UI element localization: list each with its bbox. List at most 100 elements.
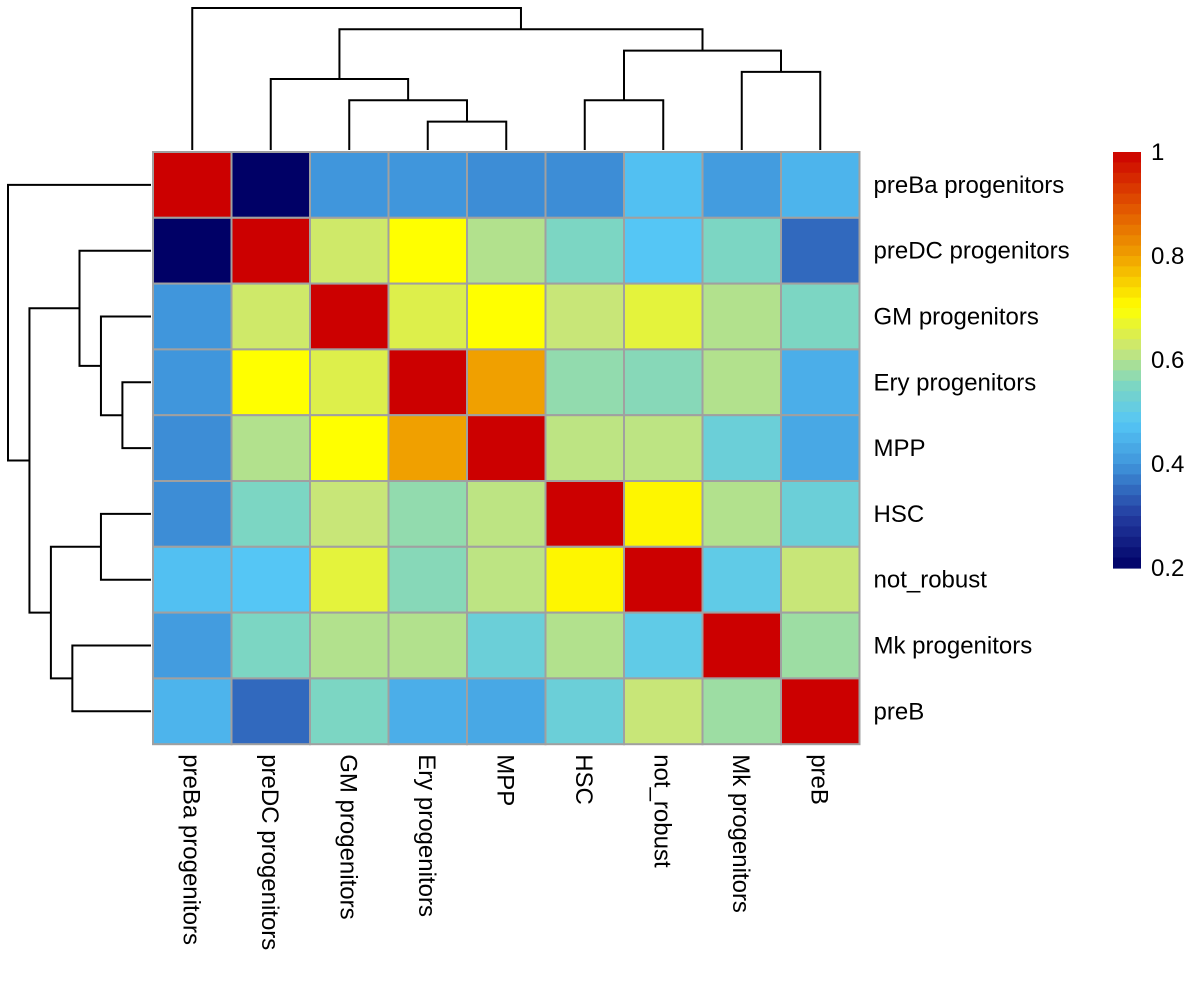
heatmap-cell (780, 216, 861, 285)
legend-swatch (1113, 453, 1141, 465)
legend-swatch (1113, 443, 1141, 455)
heatmap-cell (544, 677, 625, 746)
heatmap-cell (701, 151, 782, 219)
legend-swatch (1113, 349, 1141, 361)
legend-swatch (1113, 183, 1141, 195)
legend-swatch (1113, 256, 1141, 267)
column-label: Ery progenitors (413, 754, 440, 917)
legend-swatch (1113, 391, 1141, 403)
heatmap-cell (701, 611, 782, 680)
heatmap-cell (623, 348, 704, 417)
heatmap-cell (780, 480, 861, 548)
row-label: MPP (874, 435, 926, 462)
dendrogram-branch (28, 307, 80, 614)
heatmap-cell (623, 677, 704, 746)
column-label: HSC (570, 754, 597, 805)
column-label: GM progenitors (334, 754, 361, 919)
legend-swatch (1113, 464, 1141, 475)
row-label: HSC (874, 501, 925, 528)
heatmap-cell (780, 348, 861, 417)
heatmap-cell (387, 677, 468, 746)
column-label: Mk progenitors (727, 754, 754, 913)
dendrogram-branch (7, 183, 151, 462)
legend-swatch (1113, 370, 1141, 382)
heatmap-cell (466, 282, 547, 351)
heatmap-cell (230, 677, 311, 746)
heatmap-cell (466, 151, 547, 219)
heatmap-cell (309, 414, 390, 483)
legend-swatch (1113, 214, 1141, 226)
heatmap-cell (544, 348, 625, 417)
row-label: not_robust (874, 567, 988, 594)
legend-tick-label: 1 (1151, 139, 1164, 166)
legend-swatch (1113, 162, 1141, 174)
column-dendrogram (191, 7, 822, 150)
heatmap-cells (152, 151, 861, 746)
column-label: preBa progenitors (177, 754, 204, 945)
heatmap-cell (701, 216, 782, 285)
heatmap-cell (466, 480, 547, 548)
heatmap-cell (701, 414, 782, 483)
legend-swatch (1113, 245, 1141, 257)
legend-tick-label: 0.6 (1151, 347, 1184, 374)
dendrogram-branch (269, 78, 410, 150)
heatmap-cell (544, 151, 625, 219)
heatmap-cell (309, 611, 390, 680)
legend-tick-label: 0.8 (1151, 243, 1184, 270)
legend-swatch (1113, 266, 1141, 278)
heatmap-cell (152, 414, 233, 483)
heatmap-cell (623, 480, 704, 548)
dendrogram-branch (99, 512, 151, 581)
legend-swatch (1113, 204, 1141, 215)
column-label: preDC progenitors (256, 754, 283, 950)
legend-swatch (1113, 536, 1141, 548)
heatmap-cell (623, 151, 704, 219)
dendrogram-branch (740, 70, 822, 150)
heatmap-cell (387, 480, 468, 548)
legend-swatch (1113, 318, 1141, 330)
heatmap-cell (780, 611, 861, 680)
legend-swatch (1113, 557, 1141, 569)
legend-swatch (1113, 484, 1141, 496)
column-labels: preBa progenitors preDC progenitors GM pro… (177, 754, 832, 950)
heatmap-cell (152, 151, 233, 219)
legend-swatch (1113, 401, 1141, 413)
dendrogram-branch (121, 381, 151, 450)
heatmap-cell (387, 414, 468, 483)
heatmap-cell (701, 282, 782, 351)
heatmap-cell (623, 611, 704, 680)
heatmap-cell (387, 348, 468, 417)
heatmap-cell (701, 545, 782, 614)
legend-swatch (1113, 235, 1141, 247)
dendrogram-branch (99, 315, 151, 417)
heatmap-cell (230, 151, 311, 219)
heatmap-cell (309, 545, 390, 614)
heatmap-cell (230, 282, 311, 351)
heatmap-cell (152, 348, 233, 417)
heatmap-cell (466, 611, 547, 680)
heatmap-cell (230, 414, 311, 483)
legend-swatch (1113, 380, 1141, 392)
heatmap-cell (623, 282, 704, 351)
dendrogram-branch (71, 644, 151, 713)
heatmap-cell (623, 545, 704, 614)
dendrogram-branch (191, 7, 522, 150)
legend-swatch (1113, 308, 1141, 319)
row-label: Ery progenitors (874, 369, 1037, 396)
heatmap-cell (544, 545, 625, 614)
heatmap-cell (780, 677, 861, 746)
heatmap-cell (387, 282, 468, 351)
heatmap-cell (387, 216, 468, 285)
row-label: GM progenitors (874, 304, 1039, 331)
heatmap-cell (544, 282, 625, 351)
heatmap-cell (544, 480, 625, 548)
dendrogram-branch (426, 120, 508, 150)
heatmap-cell (152, 611, 233, 680)
heatmap-cell (309, 282, 390, 351)
legend-swatch (1113, 287, 1141, 299)
heatmap-cell (387, 611, 468, 680)
heatmap-cell (780, 545, 861, 614)
heatmap-cell (466, 348, 547, 417)
legend-swatch (1113, 328, 1141, 340)
